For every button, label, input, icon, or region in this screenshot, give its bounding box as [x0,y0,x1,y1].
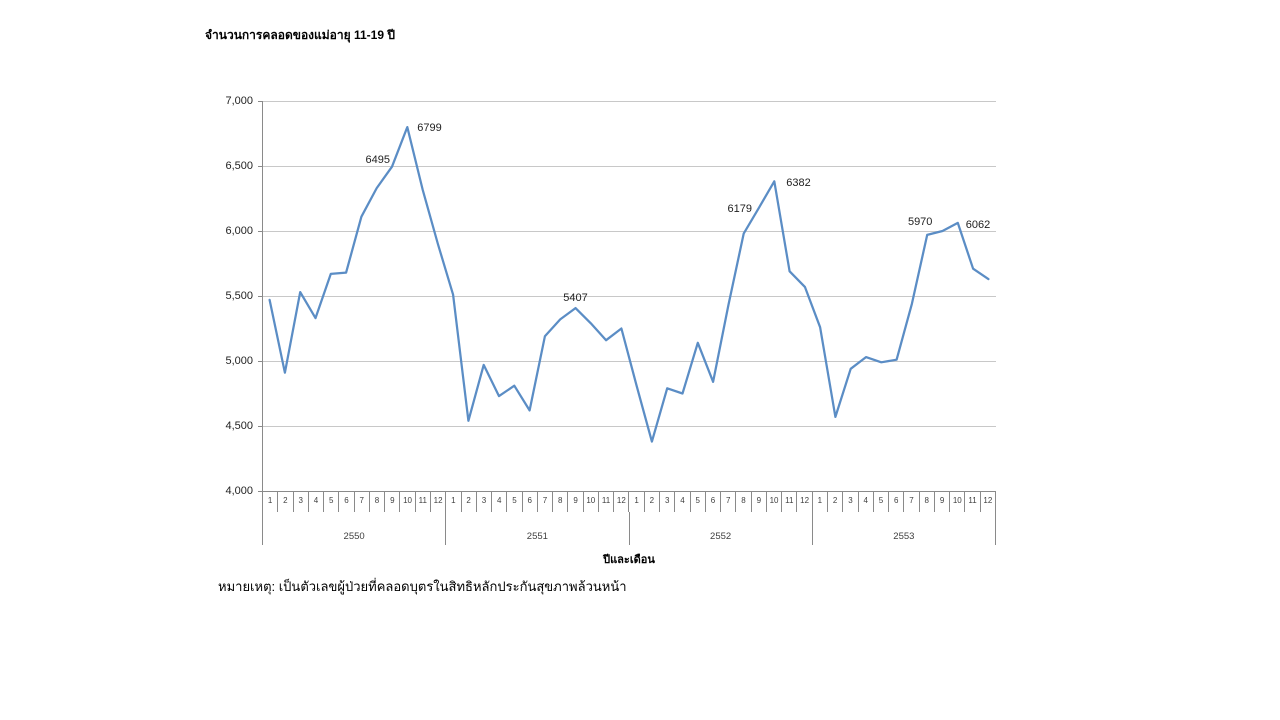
y-axis-tick [258,166,262,167]
month-cell: 4 [675,492,691,512]
gridline [262,361,996,362]
y-axis-line [262,101,263,492]
month-cell: 2 [828,492,844,512]
month-cell: 10 [950,492,966,512]
year-cell: 2550 [263,512,447,545]
data-label: 6062 [965,218,991,231]
month-cell: 1 [446,492,462,512]
month-cell: 6 [706,492,722,512]
y-axis-tick [258,361,262,362]
plot-area: 4,000 4,500 5,000 5,500 6,000 6,500 7,000 6495… [225,95,996,566]
gridline [262,426,996,427]
month-cell: 11 [782,492,798,512]
month-cell: 9 [568,492,584,512]
data-label: 6799 [417,122,442,135]
y-axis-tick [258,296,262,297]
y-axis-tick-label: 4,500 [225,420,253,432]
data-label: 6179 [727,202,752,215]
year-cell: 2551 [446,512,630,545]
month-cell: 10 [584,492,599,512]
gridline [262,101,996,102]
year-label: 2550 [343,531,365,542]
month-cell: 2 [462,492,477,512]
chart-title: จำนวนการคลอดของแม่อายุ 11-19 ปี [205,28,395,42]
month-cell: 7 [721,492,737,512]
month-cell: 3 [843,492,859,512]
month-cell: 3 [294,492,309,512]
month-cell: 3 [660,492,676,512]
data-label: 5970 [907,215,933,228]
year-label: 2552 [710,531,732,542]
month-cell: 6 [339,492,355,512]
gridline [262,166,996,167]
footnote: หมายเหตุ: เป็นตัวเลขผู้ป่วยที่คลอดบุตรใน… [218,579,627,594]
month-cell: 1 [629,492,645,512]
month-cell: 8 [370,492,386,512]
month-cell: 2 [278,492,294,512]
y-axis-tick-label: 7,000 [225,95,253,107]
x-axis-line [262,491,996,492]
month-cell: 11 [965,492,981,512]
y-axis-tick-label: 4,000 [225,485,253,497]
data-label: 6495 [365,153,390,166]
month-cell: 12 [431,492,447,512]
month-cell: 9 [935,492,951,512]
month-cell: 10 [400,492,416,512]
x-axis-title: ปีและเดือน [603,554,655,566]
month-cell: 10 [767,492,783,512]
y-axis-tick-label: 6,000 [225,225,253,237]
y-axis-tick [258,101,262,102]
y-axis-tick [258,426,262,427]
month-cell: 5 [507,492,523,512]
month-cell: 8 [553,492,569,512]
series-polyline [268,125,990,443]
year-label: 2551 [526,531,548,542]
month-cell: 6 [523,492,538,512]
y-axis-tick [258,491,262,492]
gridline [262,231,996,232]
month-cell: 7 [538,492,554,512]
month-cell: 9 [385,492,401,512]
month-cell: 5 [874,492,890,512]
month-cell: 12 [981,492,996,512]
year-label: 2553 [893,531,915,542]
year-cell: 2552 [630,512,813,545]
month-cell: 4 [859,492,874,512]
x-axis-month-row: 1 2 3 4 5 6 7 8 9 10 11 12 1 2 3 4 5 6 7 8 9 10 11 12 1 2 3 4 5 6 7 8 9 1… [262,492,996,512]
y-axis-tick-label: 5,000 [225,355,253,367]
month-cell: 6 [889,492,905,512]
month-cell: 3 [477,492,493,512]
month-cell: 11 [599,492,615,512]
month-cell: 5 [691,492,706,512]
month-cell: 1 [263,492,279,512]
month-cell: 12 [797,492,813,512]
month-cell: 2 [645,492,661,512]
data-label: 5407 [563,292,588,305]
month-cell: 7 [904,492,920,512]
month-cell: 8 [920,492,935,512]
month-cell: 12 [614,492,630,512]
y-axis-tick [258,231,262,232]
month-cell: 7 [355,492,370,512]
y-axis-tick-label: 5,500 [225,290,253,302]
y-axis-tick-label: 6,500 [225,160,253,172]
x-axis-year-row: 2550 2551 2552 2553 [262,512,996,545]
month-cell: 11 [416,492,431,512]
month-cell: 9 [752,492,767,512]
year-cell: 2553 [813,512,996,545]
month-cell: 5 [324,492,340,512]
data-label: 6382 [786,177,811,190]
line-series [268,125,990,443]
month-cell: 4 [309,492,325,512]
gridline [262,296,996,297]
month-cell: 1 [813,492,829,512]
month-cell: 4 [492,492,508,512]
month-cell: 8 [736,492,752,512]
